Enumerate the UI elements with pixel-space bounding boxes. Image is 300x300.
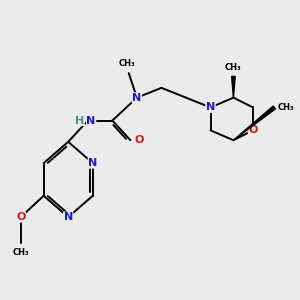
Text: N: N [132,93,142,103]
Text: O: O [135,135,144,145]
Text: N: N [86,116,96,126]
Text: CH₃: CH₃ [13,248,29,257]
Text: O: O [248,125,258,135]
Text: N: N [64,212,73,222]
Text: H: H [75,116,84,126]
Text: N: N [206,103,215,112]
Text: N: N [88,158,98,168]
Text: CH₃: CH₃ [278,103,294,112]
Text: O: O [16,212,26,222]
Text: CH₃: CH₃ [119,59,135,68]
Polygon shape [233,106,275,140]
Polygon shape [232,76,235,98]
Text: CH₃: CH₃ [225,63,242,72]
